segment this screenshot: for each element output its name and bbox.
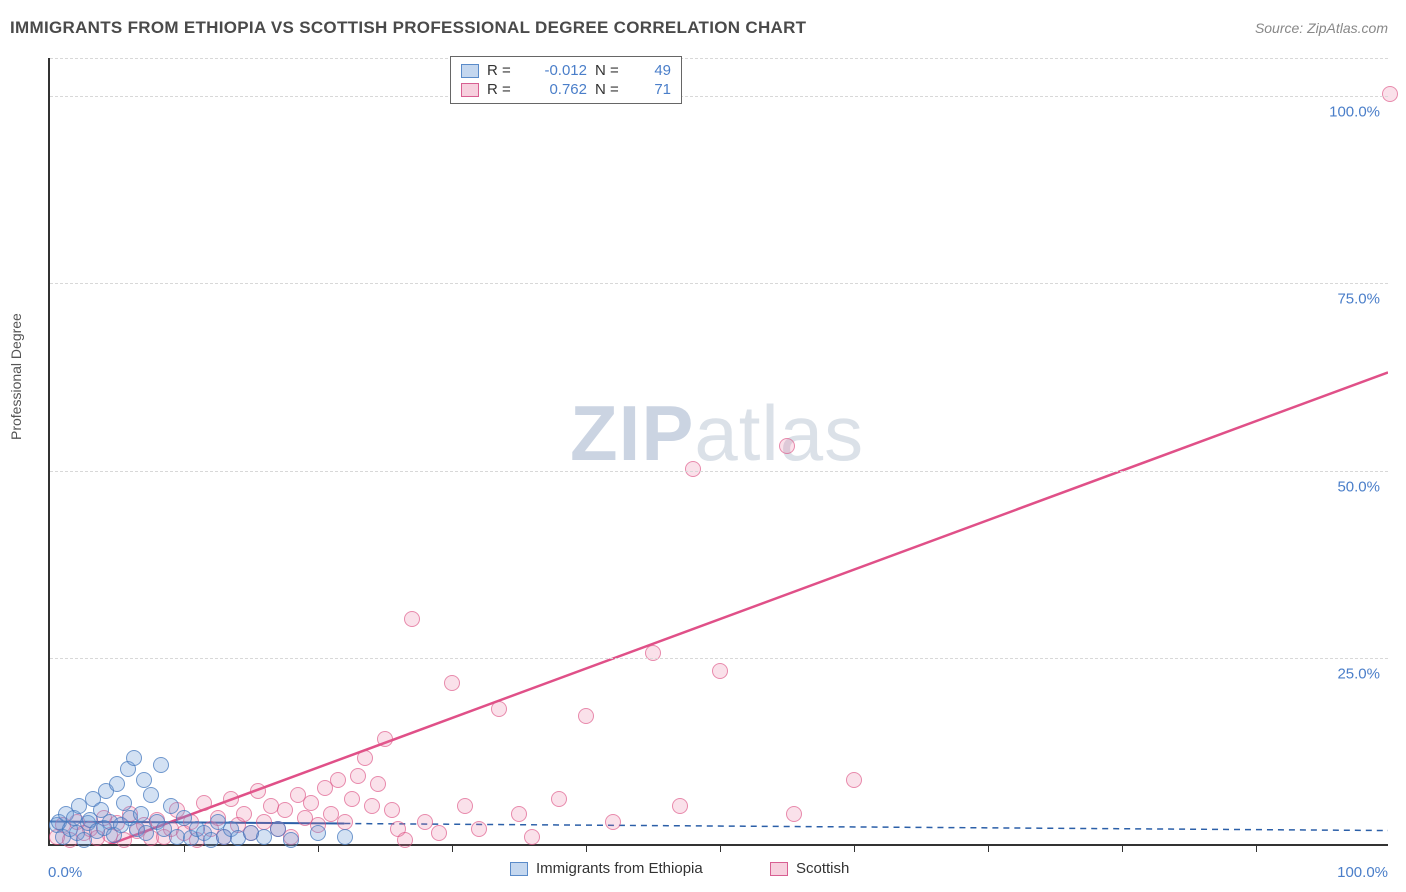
scatter-marker bbox=[712, 663, 728, 679]
r-value: 0.762 bbox=[529, 81, 587, 98]
n-value: 49 bbox=[637, 62, 671, 79]
swatch-pink-icon bbox=[770, 862, 788, 876]
scatter-marker bbox=[491, 701, 507, 717]
scatter-marker bbox=[153, 757, 169, 773]
scatter-marker bbox=[377, 731, 393, 747]
n-label: N = bbox=[595, 81, 629, 98]
scatter-marker bbox=[283, 832, 299, 848]
scatter-marker bbox=[685, 461, 701, 477]
scatter-marker bbox=[337, 829, 353, 845]
gridline bbox=[50, 471, 1388, 472]
chart-header: IMMIGRANTS FROM ETHIOPIA VS SCOTTISH PRO… bbox=[10, 18, 1388, 38]
legend-label: Scottish bbox=[796, 860, 849, 877]
x-tick bbox=[720, 844, 721, 852]
scatter-marker bbox=[310, 825, 326, 841]
scatter-marker bbox=[457, 798, 473, 814]
scatter-marker bbox=[357, 750, 373, 766]
r-label: R = bbox=[487, 81, 521, 98]
x-axis-min-label: 0.0% bbox=[48, 864, 82, 881]
scatter-marker bbox=[551, 791, 567, 807]
scatter-marker bbox=[779, 438, 795, 454]
scatter-marker bbox=[786, 806, 802, 822]
scatter-marker bbox=[397, 832, 413, 848]
x-axis-max-label: 100.0% bbox=[1337, 864, 1388, 881]
scatter-marker bbox=[136, 772, 152, 788]
swatch-blue-icon bbox=[461, 64, 479, 78]
legend-label: Immigrants from Ethiopia bbox=[536, 860, 703, 877]
n-label: N = bbox=[595, 62, 629, 79]
scatter-marker bbox=[236, 806, 252, 822]
scatter-marker bbox=[578, 708, 594, 724]
x-tick bbox=[988, 844, 989, 852]
scatter-marker bbox=[370, 776, 386, 792]
scatter-marker bbox=[303, 795, 319, 811]
gridline bbox=[50, 96, 1388, 97]
y-axis-label: Professional Degree bbox=[8, 313, 24, 440]
scatter-marker bbox=[444, 675, 460, 691]
scatter-marker bbox=[270, 821, 286, 837]
gridline bbox=[50, 658, 1388, 659]
chart-source: Source: ZipAtlas.com bbox=[1255, 20, 1388, 36]
scatter-marker bbox=[524, 829, 540, 845]
scatter-marker bbox=[176, 810, 192, 826]
watermark: ZIPatlas bbox=[570, 388, 864, 479]
gridline bbox=[50, 283, 1388, 284]
scatter-marker bbox=[384, 802, 400, 818]
plot-area: ZIPatlas 25.0% 50.0% 75.0% 100.0% R = -0.01… bbox=[48, 58, 1388, 846]
scatter-marker bbox=[196, 795, 212, 811]
scatter-marker bbox=[250, 783, 266, 799]
scatter-marker bbox=[126, 750, 142, 766]
watermark-rest: atlas bbox=[694, 389, 864, 477]
legend-series-pink: Scottish bbox=[770, 860, 849, 877]
legend-row-blue: R = -0.012 N = 49 bbox=[461, 61, 671, 80]
n-value: 71 bbox=[637, 81, 671, 98]
y-tick-label: 50.0% bbox=[1337, 478, 1380, 495]
scatter-marker bbox=[417, 814, 433, 830]
scatter-marker bbox=[330, 772, 346, 788]
scatter-marker bbox=[116, 795, 132, 811]
scatter-marker bbox=[163, 798, 179, 814]
chart-title: IMMIGRANTS FROM ETHIOPIA VS SCOTTISH PRO… bbox=[10, 18, 806, 38]
x-tick bbox=[184, 844, 185, 852]
scatter-marker bbox=[511, 806, 527, 822]
x-tick bbox=[586, 844, 587, 852]
y-tick-label: 100.0% bbox=[1329, 103, 1380, 120]
x-tick bbox=[1122, 844, 1123, 852]
scatter-marker bbox=[672, 798, 688, 814]
scatter-marker bbox=[344, 791, 360, 807]
y-tick-label: 25.0% bbox=[1337, 666, 1380, 683]
scatter-marker bbox=[1382, 86, 1398, 102]
legend-series-blue: Immigrants from Ethiopia bbox=[510, 860, 703, 877]
scatter-marker bbox=[277, 802, 293, 818]
x-tick bbox=[854, 844, 855, 852]
watermark-bold: ZIP bbox=[570, 389, 694, 477]
scatter-marker bbox=[133, 806, 149, 822]
r-label: R = bbox=[487, 62, 521, 79]
x-tick bbox=[452, 844, 453, 852]
scatter-marker bbox=[431, 825, 447, 841]
gridline bbox=[50, 58, 1388, 59]
scatter-marker bbox=[143, 787, 159, 803]
scatter-marker bbox=[109, 776, 125, 792]
scatter-marker bbox=[223, 791, 239, 807]
trend-lines bbox=[50, 58, 1388, 844]
scatter-marker bbox=[337, 814, 353, 830]
legend-correlation: R = -0.012 N = 49 R = 0.762 N = 71 bbox=[450, 56, 682, 104]
scatter-marker bbox=[350, 768, 366, 784]
scatter-marker bbox=[404, 611, 420, 627]
swatch-pink-icon bbox=[461, 83, 479, 97]
x-tick bbox=[318, 844, 319, 852]
legend-row-pink: R = 0.762 N = 71 bbox=[461, 80, 671, 99]
r-value: -0.012 bbox=[529, 62, 587, 79]
y-tick-label: 75.0% bbox=[1337, 291, 1380, 308]
x-tick bbox=[1256, 844, 1257, 852]
scatter-marker bbox=[471, 821, 487, 837]
swatch-blue-icon bbox=[510, 862, 528, 876]
scatter-marker bbox=[364, 798, 380, 814]
scatter-marker bbox=[846, 772, 862, 788]
scatter-marker bbox=[605, 814, 621, 830]
